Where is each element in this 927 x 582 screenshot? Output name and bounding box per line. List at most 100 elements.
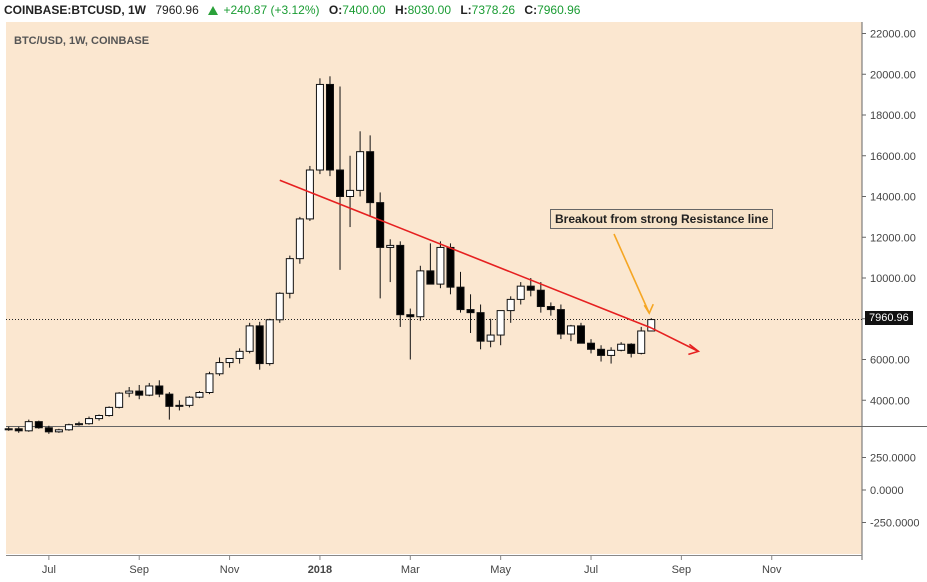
- candle[interactable]: [376, 192, 385, 299]
- candle[interactable]: [356, 131, 365, 197]
- candle[interactable]: [95, 414, 104, 421]
- candle[interactable]: [4, 426, 13, 431]
- candle[interactable]: [54, 428, 63, 433]
- candle-body: [115, 392, 124, 408]
- candle[interactable]: [426, 243, 435, 285]
- candle[interactable]: [486, 318, 495, 348]
- candle-body: [556, 309, 565, 335]
- candle[interactable]: [587, 339, 596, 354]
- candle[interactable]: [466, 294, 475, 334]
- candle-body: [195, 392, 204, 398]
- time-tick-label: Sep: [672, 564, 692, 576]
- candle[interactable]: [175, 400, 184, 411]
- trendline-extension: [650, 327, 699, 353]
- candle-body: [426, 270, 435, 285]
- candle-body: [215, 362, 224, 375]
- candle[interactable]: [24, 419, 33, 432]
- close-value: 7960.96: [537, 3, 581, 17]
- candle[interactable]: [556, 304, 565, 340]
- candle[interactable]: [516, 282, 525, 305]
- price-change: +240.87 (+3.12%): [223, 3, 320, 17]
- candle[interactable]: [275, 292, 284, 323]
- price-tick-label: 18000.00: [870, 110, 916, 122]
- candle[interactable]: [566, 324, 575, 342]
- candle[interactable]: [647, 318, 656, 332]
- candle[interactable]: [315, 78, 324, 175]
- candle[interactable]: [165, 392, 174, 420]
- candle-body: [255, 325, 264, 365]
- trendline-arrowhead: [688, 343, 701, 356]
- candle[interactable]: [627, 343, 636, 358]
- high-label: H:: [394, 3, 408, 17]
- candle[interactable]: [44, 425, 53, 434]
- candle[interactable]: [245, 322, 254, 354]
- time-tick-label: Mar: [401, 564, 420, 576]
- candle-body: [597, 348, 606, 356]
- candle[interactable]: [496, 310, 505, 346]
- candle[interactable]: [436, 241, 445, 289]
- candle[interactable]: [336, 86, 345, 270]
- candle[interactable]: [14, 426, 23, 433]
- candle[interactable]: [64, 423, 73, 431]
- candle[interactable]: [195, 391, 204, 399]
- candle[interactable]: [396, 241, 405, 327]
- candle[interactable]: [235, 348, 244, 364]
- candle[interactable]: [406, 308, 415, 360]
- candle[interactable]: [135, 384, 144, 400]
- candle[interactable]: [295, 216, 304, 264]
- candle-body: [456, 286, 465, 311]
- candle-body: [34, 421, 43, 429]
- candle[interactable]: [34, 420, 43, 429]
- breakout-annotation[interactable]: Breakout from strong Resistance line: [550, 209, 774, 229]
- candle[interactable]: [366, 135, 375, 217]
- candle[interactable]: [576, 322, 585, 344]
- candle-body: [225, 357, 234, 364]
- candle-body: [587, 342, 596, 350]
- candle-body: [155, 385, 164, 395]
- candle[interactable]: [185, 396, 194, 408]
- candle[interactable]: [386, 239, 395, 283]
- candle[interactable]: [325, 76, 334, 177]
- candle[interactable]: [617, 342, 626, 352]
- candle-body: [576, 325, 585, 344]
- time-tick-label: Nov: [220, 564, 240, 576]
- candle[interactable]: [85, 416, 94, 425]
- candle[interactable]: [105, 406, 114, 417]
- candle[interactable]: [546, 302, 555, 316]
- symbol-label[interactable]: COINBASE:BTCUSD, 1W: [4, 3, 147, 17]
- candle[interactable]: [265, 318, 274, 366]
- candle[interactable]: [346, 155, 355, 228]
- candle[interactable]: [536, 282, 545, 313]
- candle[interactable]: [145, 382, 154, 397]
- candle[interactable]: [215, 357, 224, 376]
- candle[interactable]: [416, 265, 425, 321]
- candle[interactable]: [476, 304, 485, 350]
- candle[interactable]: [74, 421, 83, 426]
- candle[interactable]: [205, 371, 214, 395]
- candle[interactable]: [506, 296, 515, 323]
- candle[interactable]: [125, 387, 134, 398]
- candle[interactable]: [255, 321, 264, 370]
- candle-body: [105, 406, 114, 417]
- price-tick-label: 20000.00: [870, 69, 916, 81]
- candle-body: [637, 330, 646, 354]
- candle[interactable]: [115, 392, 124, 409]
- candle[interactable]: [637, 326, 646, 355]
- candle-body: [617, 343, 626, 351]
- price-tick-label: 22000.00: [870, 29, 916, 41]
- candle[interactable]: [526, 278, 535, 297]
- pane-title: BTC/USD, 1W, COINBASE: [14, 35, 150, 47]
- candle[interactable]: [456, 271, 465, 313]
- resistance-trendline[interactable]: [279, 179, 652, 329]
- candle[interactable]: [155, 380, 164, 398]
- candle[interactable]: [225, 357, 234, 368]
- candle[interactable]: [285, 255, 294, 299]
- candle[interactable]: [305, 165, 314, 221]
- candle[interactable]: [446, 243, 455, 295]
- candle[interactable]: [607, 347, 616, 364]
- sub-tick-label: 0.0000: [870, 485, 904, 497]
- symbol-header: COINBASE:BTCUSD, 1W 7960.96 +240.87 (+3.…: [4, 3, 580, 17]
- candle[interactable]: [597, 345, 606, 362]
